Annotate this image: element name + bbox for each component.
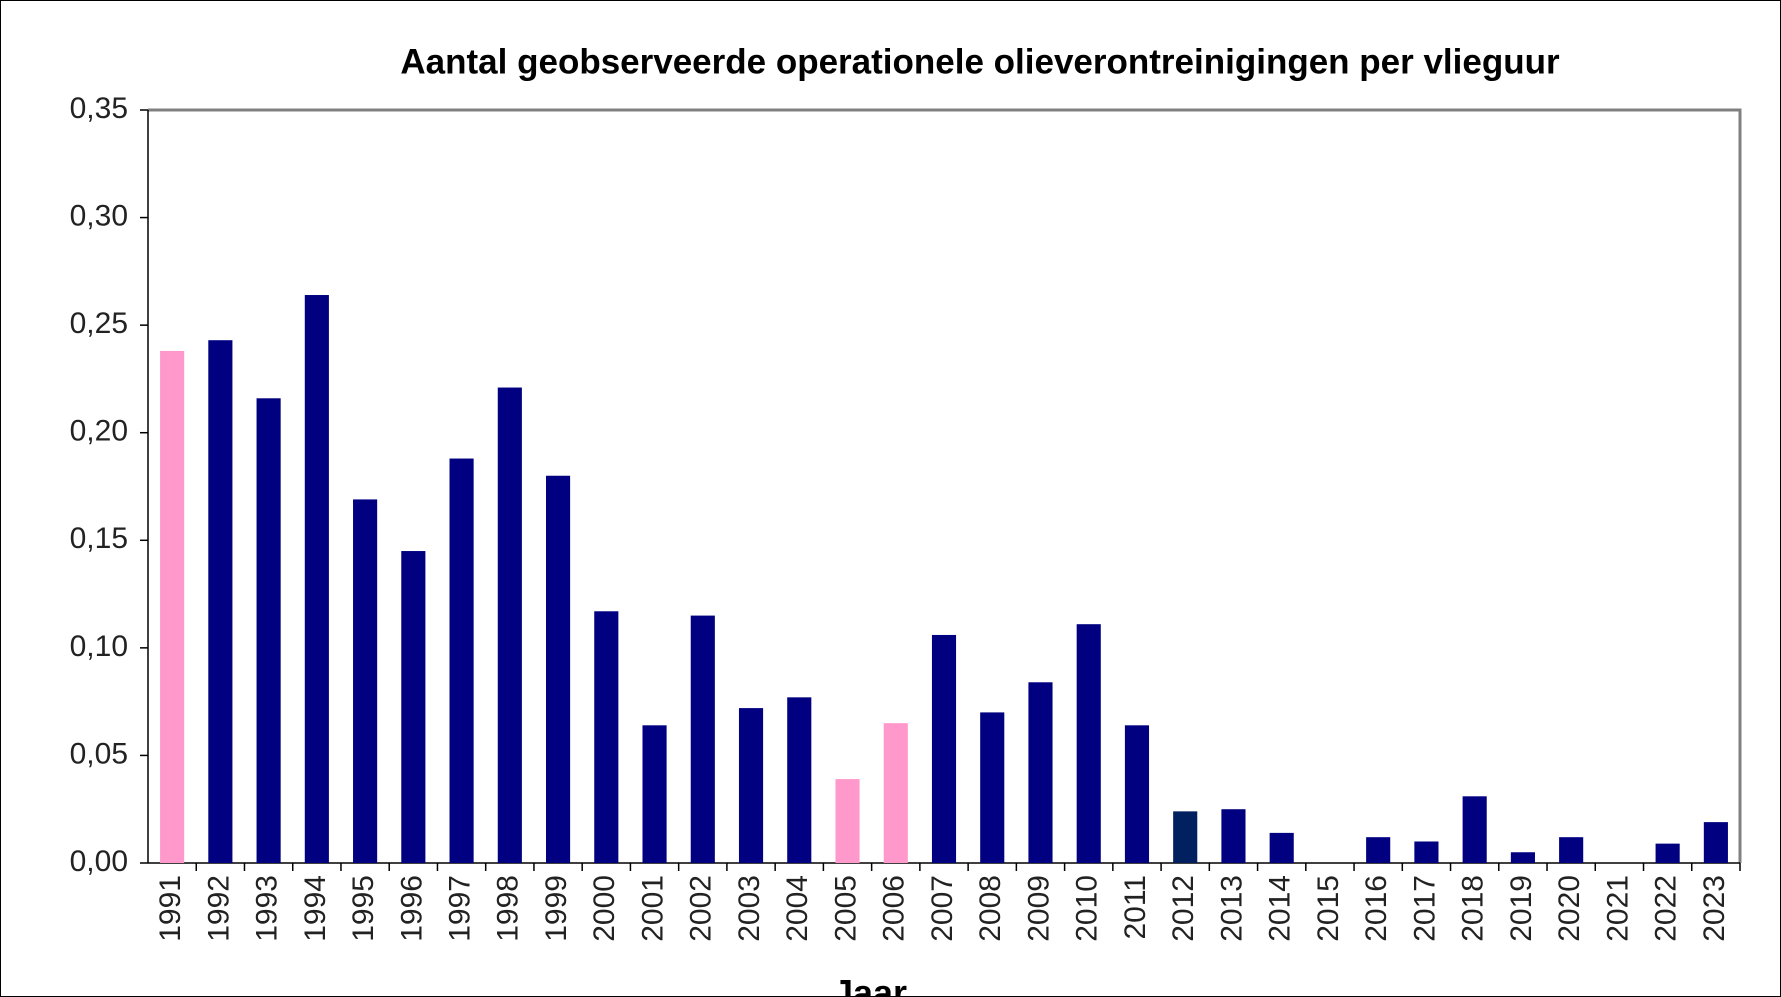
x-tick-label: 2017 <box>1408 875 1441 942</box>
x-tick-label: 2000 <box>588 875 621 942</box>
x-tick-label: 1993 <box>251 875 284 942</box>
x-tick-label: 2020 <box>1553 875 1586 942</box>
bar <box>1559 837 1584 863</box>
bar <box>1269 832 1294 863</box>
chart-title: Aantal geobserveerde operationele olieve… <box>400 42 1560 81</box>
bar <box>401 551 426 863</box>
bar <box>835 779 860 863</box>
x-tick-label: 2010 <box>1071 875 1104 942</box>
bar <box>160 350 185 864</box>
x-tick-label: 2003 <box>733 875 766 942</box>
y-tick-label: 0,00 <box>70 845 128 878</box>
bar <box>1414 841 1439 863</box>
bar <box>1366 837 1391 863</box>
x-tick-label: 2018 <box>1457 875 1490 942</box>
x-tick-label: 2011 <box>1119 875 1152 940</box>
bar <box>690 615 715 863</box>
x-tick-label: 1996 <box>395 875 428 942</box>
y-tick-label: 0,10 <box>70 630 128 663</box>
x-tick-label: 2006 <box>878 875 911 942</box>
bar <box>931 634 957 863</box>
y-tick-label: 0,25 <box>70 307 128 340</box>
x-tick-label: 2021 <box>1601 875 1634 942</box>
x-axis-title: Jaar <box>833 972 907 997</box>
bar <box>594 611 619 863</box>
plot-frame <box>148 108 1742 863</box>
x-tick-label: 2019 <box>1505 875 1538 942</box>
x-tick-label: 2015 <box>1312 875 1345 942</box>
x-tick-label: 2016 <box>1360 875 1393 942</box>
bar <box>353 499 378 863</box>
x-tick-label: 1998 <box>492 875 525 942</box>
x-tick-label: 2013 <box>1215 875 1248 942</box>
bar <box>642 725 667 863</box>
x-tick-label: 2005 <box>829 875 862 942</box>
bar <box>1655 843 1680 863</box>
x-tick-label: 2012 <box>1167 875 1200 942</box>
x-tick-label: 1995 <box>347 875 380 942</box>
bar <box>1462 796 1487 863</box>
x-tick-label: 1997 <box>443 875 476 942</box>
bar <box>980 712 1005 863</box>
bar <box>497 387 522 863</box>
x-tick-label: 2004 <box>781 875 814 942</box>
x-tick-label: 1992 <box>202 875 235 942</box>
x-tick-label: 2001 <box>636 875 669 942</box>
bar <box>449 458 474 863</box>
y-tick-label: 0,15 <box>70 522 128 555</box>
x-tick-label: 2022 <box>1650 875 1683 942</box>
x-tick-label: 2014 <box>1264 875 1297 942</box>
bar <box>546 475 571 863</box>
bar <box>1510 852 1535 863</box>
bar <box>1221 809 1246 863</box>
y-tick-label: 0,20 <box>70 415 128 448</box>
y-tick-label: 0,05 <box>70 737 128 770</box>
bar <box>208 340 233 863</box>
bar <box>738 708 764 863</box>
bar <box>883 723 908 863</box>
bar <box>1076 624 1101 863</box>
bar <box>1028 682 1053 863</box>
bar <box>1124 725 1150 863</box>
bar <box>256 398 281 863</box>
bar <box>1703 822 1728 863</box>
y-tick-label: 0,30 <box>70 199 128 232</box>
bar <box>304 295 329 864</box>
bar <box>787 697 812 863</box>
x-tick-label: 2007 <box>926 875 959 942</box>
x-tick-label: 1994 <box>299 875 332 942</box>
x-tick-label: 2008 <box>974 875 1007 942</box>
x-tick-label: 2023 <box>1698 875 1731 942</box>
bar <box>1173 811 1198 863</box>
x-tick-label: 2002 <box>685 875 718 942</box>
x-tick-label: 1991 <box>154 875 187 942</box>
x-tick-label: 1999 <box>540 875 573 942</box>
x-tick-label: 2009 <box>1022 875 1055 942</box>
y-tick-label: 0,35 <box>70 92 128 125</box>
